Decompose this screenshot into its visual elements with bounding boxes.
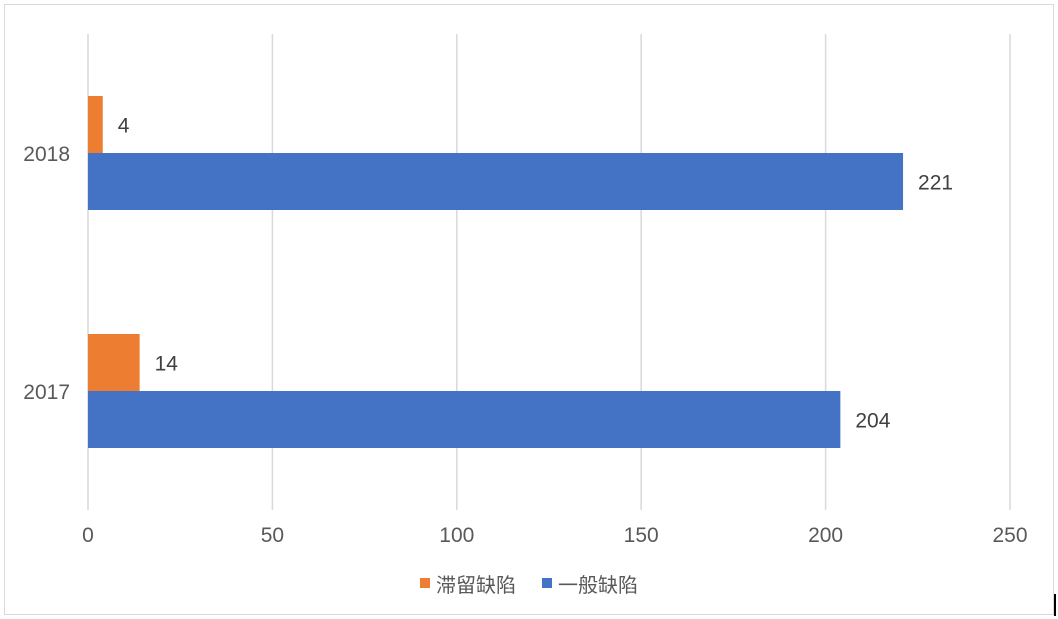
x-axis-ticks: 0 50 100 150 200 250 — [82, 524, 1027, 547]
legend-label: 一般缺陷 — [558, 572, 638, 597]
x-tick-label: 150 — [624, 524, 659, 547]
x-tick-label: 200 — [808, 524, 843, 547]
corner-mark — [1054, 594, 1056, 616]
legend-swatch — [542, 578, 552, 588]
data-label: 14 — [155, 353, 179, 376]
chart-frame — [4, 4, 1054, 615]
x-tick-label: 0 — [82, 524, 94, 547]
data-labels: 14 204 4 221 — [118, 115, 953, 433]
legend: 滞留缺陷 一般缺陷 — [0, 568, 1058, 598]
bar-滞留缺陷-2017 — [88, 334, 140, 391]
legend-label: 滞留缺陷 — [436, 572, 516, 597]
bar-一般缺陷-2018 — [88, 153, 904, 210]
y-tick-label: 2018 — [23, 143, 70, 166]
x-tick-label: 100 — [439, 524, 474, 547]
data-label: 204 — [855, 410, 890, 433]
x-tick-label: 250 — [992, 524, 1027, 547]
legend-item-series-0: 滞留缺陷 — [420, 569, 516, 598]
y-tick-label: 2017 — [23, 381, 70, 404]
data-label: 221 — [918, 172, 953, 195]
y-axis-ticks: 2017 2018 — [23, 143, 70, 404]
bars — [88, 96, 904, 448]
legend-item-series-1: 一般缺陷 — [542, 569, 638, 598]
bar-滞留缺陷-2018 — [88, 96, 103, 153]
x-tick-label: 50 — [261, 524, 284, 547]
data-label: 4 — [118, 115, 130, 138]
legend-swatch — [420, 578, 430, 588]
bar-一般缺陷-2017 — [88, 391, 841, 448]
